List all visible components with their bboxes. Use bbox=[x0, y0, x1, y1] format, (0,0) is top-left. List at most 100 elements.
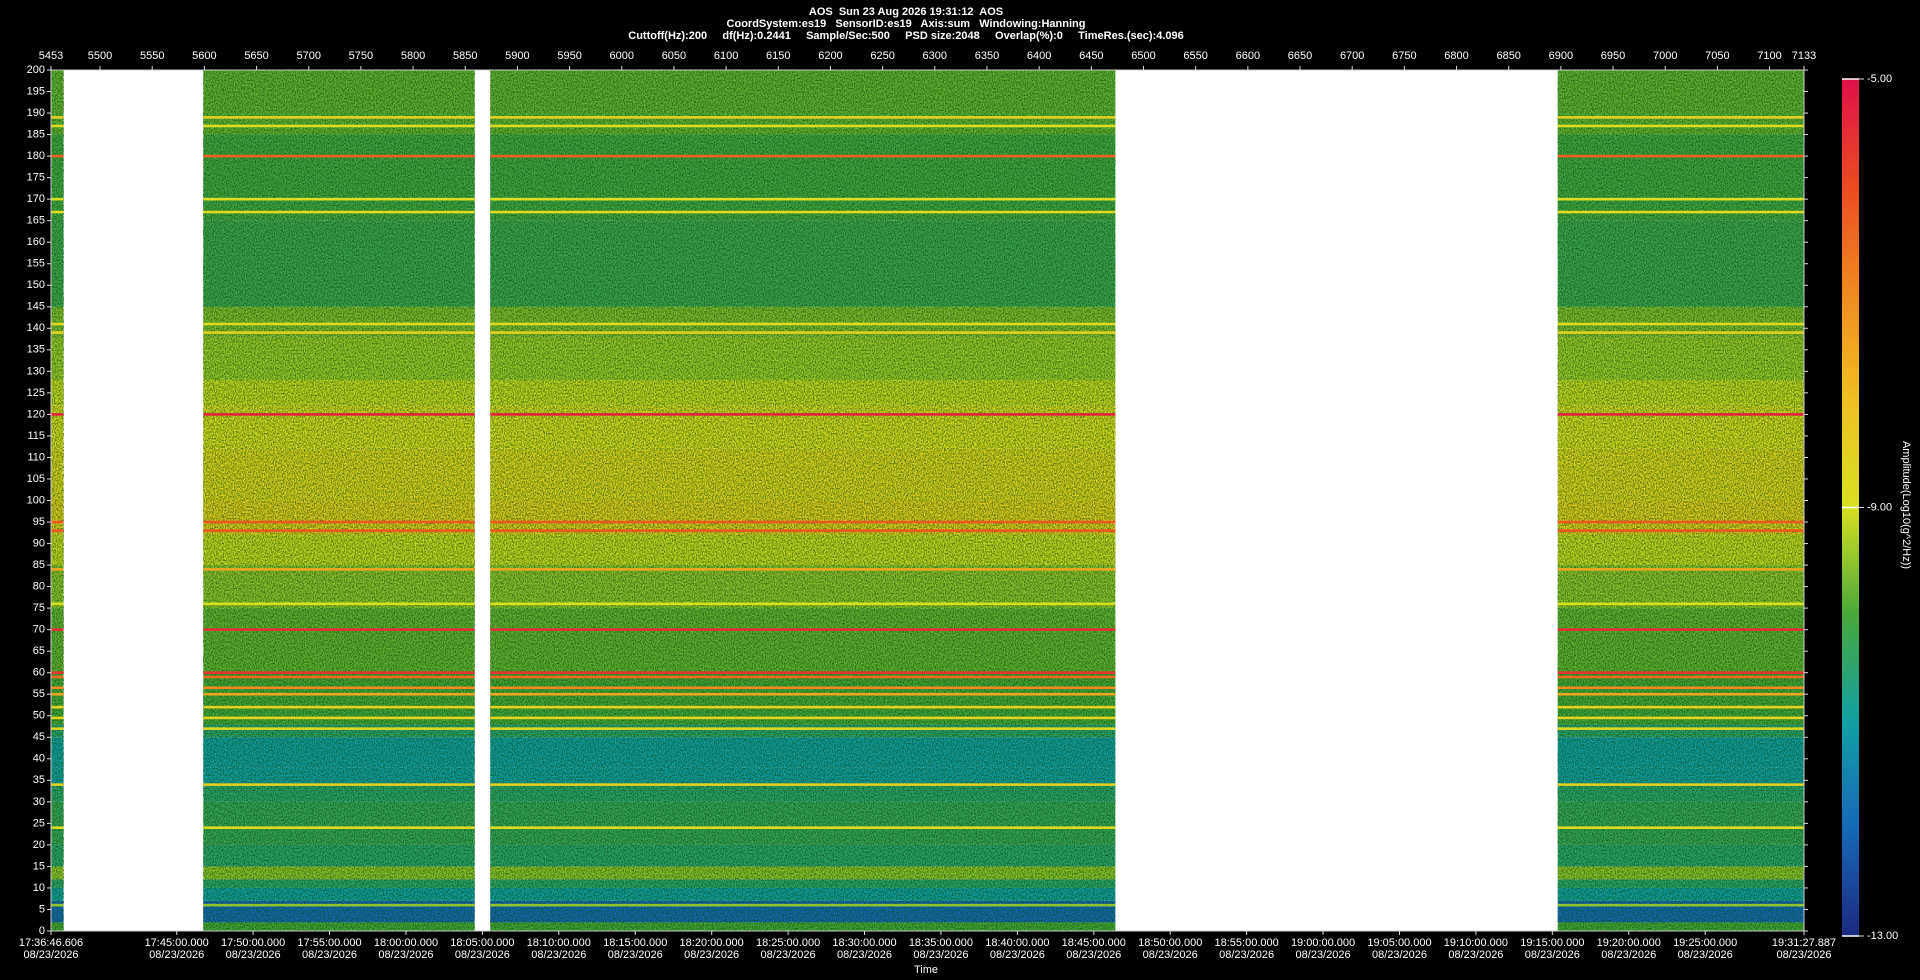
tonal-line bbox=[203, 692, 475, 696]
tonal-line bbox=[490, 716, 1116, 720]
tonal-line bbox=[1557, 628, 1804, 631]
time-tick-label: 18:05:00.000 bbox=[450, 937, 514, 949]
tonal-line bbox=[1557, 331, 1804, 334]
x-tick-label: 6950 bbox=[1601, 50, 1625, 62]
date-tick-label: 08/23/2026 bbox=[608, 949, 663, 961]
date-tick-label: 08/23/2026 bbox=[1776, 949, 1831, 961]
tonal-line bbox=[203, 520, 475, 524]
x-tick-label: 5850 bbox=[453, 50, 477, 62]
chart-title: AOS Sun 23 Aug 2026 19:31:12 AOS bbox=[809, 6, 1003, 18]
date-tick-label: 08/23/2026 bbox=[837, 949, 892, 961]
x-tick-label: 5750 bbox=[349, 50, 373, 62]
date-tick-label: 08/23/2026 bbox=[761, 949, 816, 961]
x-tick-label: 6450 bbox=[1079, 50, 1103, 62]
date-tick-label: 08/23/2026 bbox=[1143, 949, 1198, 961]
tonal-line bbox=[51, 783, 64, 786]
date-tick-label: 08/23/2026 bbox=[226, 949, 281, 961]
tonal-line bbox=[203, 331, 475, 334]
segment bbox=[1557, 70, 1804, 931]
time-tick-label: 19:00:00.000 bbox=[1291, 937, 1355, 949]
x-tick-label: 6200 bbox=[818, 50, 842, 62]
y-tick-label: 45 bbox=[33, 731, 45, 743]
time-tick-label: 18:15:00.000 bbox=[603, 937, 667, 949]
colorbar-label: Amplitude(Log10(g^2/Hz)) bbox=[1900, 441, 1912, 569]
tonal-line bbox=[490, 124, 1116, 128]
x-tick-label: 6350 bbox=[975, 50, 999, 62]
tonal-line bbox=[490, 783, 1116, 786]
date-tick-label: 08/23/2026 bbox=[990, 949, 1045, 961]
y-tick-label: 200 bbox=[27, 64, 45, 76]
tonal-line bbox=[203, 705, 475, 709]
x-tick-label: 5500 bbox=[88, 50, 112, 62]
tonal-line bbox=[51, 529, 64, 532]
y-tick-label: 180 bbox=[27, 150, 45, 162]
y-tick-label: 5 bbox=[39, 903, 45, 915]
tonal-line bbox=[203, 602, 475, 606]
tonal-line bbox=[203, 529, 475, 532]
y-tick-label: 150 bbox=[27, 279, 45, 291]
x-tick-label: 6500 bbox=[1131, 50, 1155, 62]
x-tick-label: 6800 bbox=[1444, 50, 1468, 62]
segment bbox=[490, 70, 1116, 931]
chart-subtitle: CoordSystem:es19 SensorID:es19 Axis:sum … bbox=[727, 18, 1086, 30]
time-tick-label: 19:25:00.000 bbox=[1673, 937, 1737, 949]
tonal-line bbox=[1557, 116, 1804, 119]
tonal-line bbox=[490, 520, 1116, 524]
y-tick-label: 25 bbox=[33, 817, 45, 829]
x-tick-label: 7100 bbox=[1757, 50, 1781, 62]
y-tick-label: 160 bbox=[27, 236, 45, 248]
tonal-line bbox=[1557, 520, 1804, 524]
x-tick-label: 6900 bbox=[1549, 50, 1573, 62]
y-tick-label: 125 bbox=[27, 387, 45, 399]
tonal-line bbox=[1557, 903, 1804, 907]
tonal-line bbox=[490, 529, 1116, 532]
date-tick-label: 08/23/2026 bbox=[1372, 949, 1427, 961]
y-tick-label: 175 bbox=[27, 172, 45, 184]
tonal-line bbox=[203, 154, 475, 158]
time-tick-label: 19:15:00.000 bbox=[1520, 937, 1584, 949]
x-tick-label: 6150 bbox=[766, 50, 790, 62]
tonal-line bbox=[490, 602, 1116, 606]
y-tick-label: 75 bbox=[33, 602, 45, 614]
y-tick-label: 190 bbox=[27, 107, 45, 119]
time-tick-label: 19:31:27.887 bbox=[1772, 937, 1836, 949]
tonal-line bbox=[1557, 602, 1804, 606]
tonal-line bbox=[1557, 210, 1804, 214]
x-tick-label: 5650 bbox=[244, 50, 268, 62]
time-tick-label: 19:05:00.000 bbox=[1367, 937, 1431, 949]
date-tick-label: 08/23/2026 bbox=[23, 949, 78, 961]
x-tick-label: 6650 bbox=[1288, 50, 1312, 62]
tonal-line bbox=[51, 692, 64, 696]
time-tick-label: 18:35:00.000 bbox=[909, 937, 973, 949]
tonal-line bbox=[203, 197, 475, 201]
y-tick-label: 145 bbox=[27, 301, 45, 313]
tonal-line bbox=[203, 568, 475, 571]
colorbar-tick-label: -13.00 bbox=[1867, 930, 1898, 942]
y-tick-label: 60 bbox=[33, 667, 45, 679]
time-tick-label: 18:00:00.000 bbox=[374, 937, 438, 949]
time-tick-label: 18:55:00.000 bbox=[1215, 937, 1279, 949]
tonal-line bbox=[51, 727, 64, 730]
y-tick-label: 100 bbox=[27, 494, 45, 506]
tonal-line bbox=[490, 705, 1116, 709]
tonal-line bbox=[490, 568, 1116, 571]
y-tick-label: 20 bbox=[33, 839, 45, 851]
tonal-line bbox=[490, 116, 1116, 119]
tonal-line bbox=[51, 705, 64, 709]
x-tick-label: 6750 bbox=[1392, 50, 1416, 62]
y-tick-label: 0 bbox=[39, 925, 45, 937]
y-tick-label: 165 bbox=[27, 215, 45, 227]
tonal-line bbox=[51, 322, 64, 326]
tonal-line bbox=[1557, 568, 1804, 571]
tonal-line bbox=[490, 197, 1116, 201]
y-tick-label: 90 bbox=[33, 537, 45, 549]
y-tick-label: 65 bbox=[33, 645, 45, 657]
tonal-line bbox=[51, 210, 64, 214]
y-tick-label: 70 bbox=[33, 624, 45, 636]
time-tick-label: 17:36:46.606 bbox=[19, 937, 83, 949]
date-tick-label: 08/23/2026 bbox=[455, 949, 510, 961]
y-tick-label: 95 bbox=[33, 516, 45, 528]
chart-subtitle: Cuttoff(Hz):200 df(Hz):0.2441 Sample/Sec… bbox=[628, 30, 1184, 42]
x-tick-label: 6550 bbox=[1183, 50, 1207, 62]
